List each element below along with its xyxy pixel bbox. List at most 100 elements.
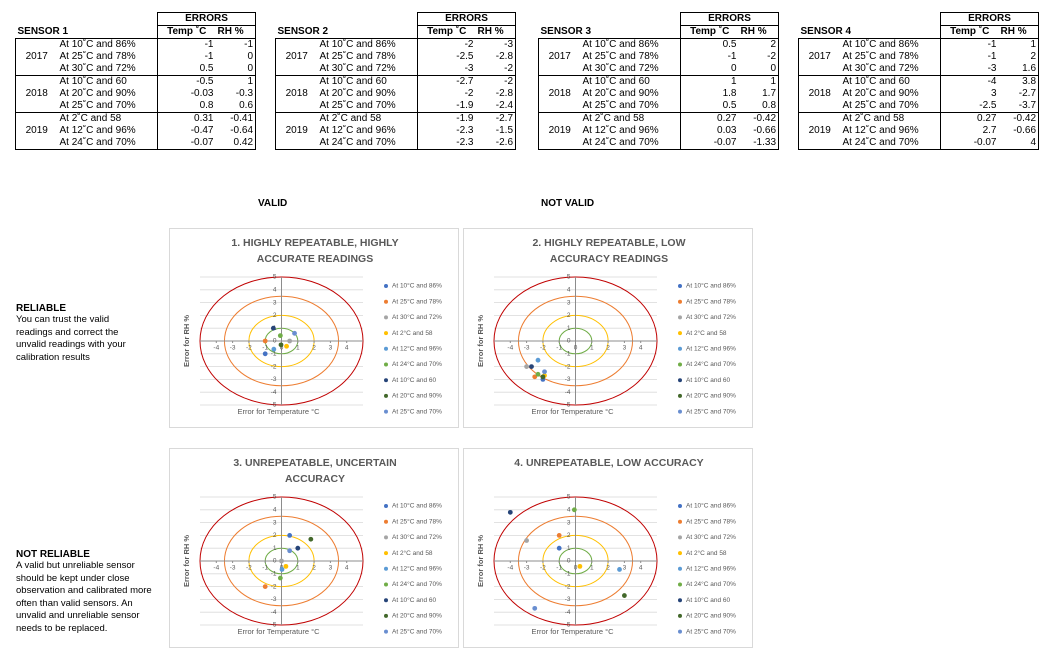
legend-label: At 12°C and 96% — [686, 565, 736, 573]
legend-label: At 25°C and 70% — [392, 627, 442, 635]
rh-error: 0 — [247, 63, 254, 74]
sensor-title: SENSOR 1 — [17, 25, 69, 37]
legend-label: At 25°C and 78% — [686, 297, 736, 305]
legend-label: At 20°C and 90% — [686, 392, 736, 400]
condition: At 24˚C and 70% — [319, 137, 396, 148]
y-tick-label: -1 — [565, 351, 571, 358]
x-tick-label: -3 — [524, 345, 530, 352]
legend-marker — [678, 504, 682, 508]
row: At 12˚C and 96% 0.03 -0.66 — [539, 125, 779, 137]
x-tick-label: -3 — [230, 345, 236, 352]
row: 2019 At 2˚C and 58 -1.9 -2.7 — [276, 112, 516, 136]
legend-label: At 24°C and 70% — [392, 580, 442, 588]
rh-error: 2 — [1030, 51, 1037, 62]
temp-error: 0.5 — [680, 38, 739, 51]
y-tick-label: 4 — [567, 287, 571, 294]
x-tick-label: 2 — [312, 345, 316, 352]
chart-title: 3. UNREPEATABLE, UNCERTAIN ACCURACY — [233, 457, 397, 485]
point — [271, 346, 277, 352]
x-tick-label: -4 — [213, 345, 219, 352]
column-header: Temp ˚C — [680, 25, 739, 39]
x-tick-label: 2 — [606, 565, 610, 572]
sensor-table: ERRORS SENSOR 3 Temp ˚C RH % 2017 At 10˚C and… — [538, 12, 780, 150]
point — [617, 567, 622, 572]
condition: At 10˚C and 86% — [842, 39, 919, 50]
errors-header: ERRORS — [679, 12, 780, 26]
y-tick-label: 1 — [567, 325, 571, 332]
point — [532, 605, 538, 611]
year-group: 2017 At 10˚C and 86% -2 -3 At 25˚C and 78% -2… — [275, 38, 516, 76]
legend-label: At 25°C and 78% — [686, 517, 736, 525]
rh-error: -2 — [767, 51, 777, 62]
row: At 20˚C and 90% -0.03 -0.3 — [16, 88, 256, 100]
legend-marker — [384, 378, 388, 383]
legend-marker — [384, 519, 388, 524]
rh-error: 0 — [247, 51, 254, 62]
legend-marker — [678, 535, 682, 540]
legend-marker — [384, 629, 388, 634]
y-tick-label: -4 — [565, 609, 571, 616]
table-head: ERRORS SENSOR 3 Temp ˚C RH % — [539, 12, 780, 39]
row: At 30˚C and 72% -3 -2 — [276, 63, 516, 76]
temp-error: 0 — [680, 63, 739, 76]
condition: At 10˚C and 60 — [59, 76, 127, 87]
temp-error: -2.3 — [417, 125, 476, 137]
row: 2019 At 2˚C and 58 0.27 -0.42 — [539, 112, 779, 136]
x-tick-label: 3 — [623, 345, 627, 352]
legend-marker — [384, 284, 388, 288]
year: 2017 — [808, 51, 831, 62]
row: 2017 At 10˚C and 86% -1 -1 — [16, 38, 256, 62]
legend-marker — [678, 566, 682, 571]
point — [283, 563, 289, 569]
sensor-table: ERRORS SENSOR 1 Temp ˚C RH % 2017 At 10˚C and… — [15, 12, 257, 150]
y-tick-label: -2 — [565, 363, 571, 370]
point — [262, 351, 268, 357]
row: 2018 At 10˚C and 60 1 1 — [539, 75, 779, 99]
rh-error: 0.8 — [762, 100, 777, 111]
legend-marker — [678, 299, 682, 304]
legend-marker — [678, 613, 682, 618]
x-tick-label: -2 — [246, 565, 252, 572]
column-header: Temp ˚C — [940, 25, 999, 39]
blank — [16, 13, 158, 26]
point — [287, 338, 293, 344]
legend-marker — [678, 378, 682, 383]
x-axis-title: Error for Temperature °C — [531, 407, 614, 416]
legend-label: At 2°C and 58 — [392, 329, 433, 337]
temp-error: -1.9 — [417, 100, 476, 113]
column-header: RH % — [738, 25, 780, 39]
legend-marker — [678, 582, 682, 587]
rh-error: -2.7 — [495, 113, 514, 124]
temp-error: -1 — [157, 51, 216, 63]
condition: At 12˚C and 96% — [59, 125, 136, 136]
rh-error: -0.66 — [753, 125, 777, 136]
legend-label: At 10°C and 86% — [686, 282, 736, 290]
legend-marker — [384, 551, 388, 556]
legend-label: At 24°C and 70% — [686, 580, 736, 588]
legend-marker — [384, 393, 388, 398]
rh-error: -2 — [504, 76, 514, 87]
y-tick-label: -1 — [271, 571, 277, 578]
row: At 30˚C and 72% 0 0 — [539, 63, 779, 76]
y-axis-title: Error for RH % — [182, 535, 191, 587]
row: At 25˚C and 70% -2.5 -3.7 — [799, 100, 1039, 113]
rh-error: 0.42 — [233, 137, 254, 148]
condition: At 24˚C and 70% — [842, 137, 919, 148]
legend-label: At 30°C and 72% — [392, 533, 442, 541]
row: At 25˚C and 78% -1 -2 — [539, 51, 779, 63]
column-header: RH % — [475, 25, 517, 39]
condition: At 25˚C and 78% — [582, 51, 659, 62]
temp-error: -1.9 — [417, 112, 476, 125]
legend-label: At 10°C and 60 — [392, 376, 437, 384]
row: 2018 At 10˚C and 60 -4 3.8 — [799, 75, 1039, 99]
row: At 24˚C and 70% -2.3 -2.6 — [276, 137, 516, 150]
point — [262, 338, 268, 344]
row: At 25˚C and 70% -1.9 -2.4 — [276, 100, 516, 113]
rh-error: -1.33 — [753, 137, 777, 148]
legend-label: At 12°C and 96% — [686, 345, 736, 353]
condition: At 20˚C and 90% — [842, 88, 919, 99]
temp-error: -2.5 — [417, 51, 476, 63]
condition: At 30˚C and 72% — [319, 63, 396, 74]
year-group: 2017 At 10˚C and 86% -1 -1 At 25˚C and 78% -1… — [15, 38, 256, 76]
x-tick-label: 0 — [574, 345, 578, 352]
